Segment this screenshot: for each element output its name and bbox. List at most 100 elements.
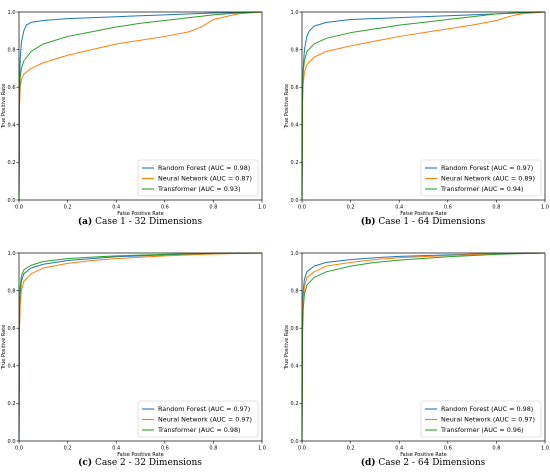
legend-entry: Transformer (AUC = 0.96) [440,426,524,434]
y-tick-label: 0.6 [291,326,299,332]
roc-panel-1: 0.0 0.2 0.4 0.6 0.8 1.0 0.0 0.2 0.4 0.6 0.8 1.0 Fals… [1,10,266,227]
y-tick-label: 0.0 [291,198,299,204]
roc-line-2 [301,252,546,442]
caption-label: (a) [78,216,92,227]
x-tick-label: 0.2 [347,205,355,211]
x-tick-label: 1.0 [541,446,549,452]
y-tick-label: 1.0 [291,251,299,257]
caption-label: (c) [78,457,92,468]
legend-entry: Neural Network (AUC = 0.97) [441,416,535,424]
y-tick-label: 0.2 [8,160,16,166]
y-tick-label: 1.0 [8,251,16,257]
roc-panel-2: 0.0 0.2 0.4 0.6 0.8 1.0 0.0 0.2 0.4 0.6 0.8 1.0 Fals… [284,10,549,227]
y-tick-label: 0.2 [8,401,16,407]
roc-line-3 [18,11,263,201]
legend-box [420,159,542,197]
caption-label: (b) [361,216,376,227]
roc-line-1 [18,11,263,201]
roc-line-2 [301,11,546,201]
legend-entry: Random Forest (AUC = 0.97) [441,164,533,172]
x-tick-label: 0.8 [492,205,500,211]
x-tick-label: 0.8 [209,205,217,211]
legend-entry: Random Forest (AUC = 0.98) [158,164,250,172]
y-tick-label: 0.0 [8,439,16,445]
x-tick-label: 1.0 [258,205,266,211]
x-tick-label: 0.4 [112,205,120,211]
y-axis-label: True Positive Rate [284,84,290,130]
x-tick-label: 0.0 [298,205,306,211]
x-tick-label: 0.8 [209,446,217,452]
panel-caption: (d) Case 2 - 64 Dimensions [361,457,486,468]
y-tick-label: 0.4 [8,364,16,370]
x-tick-label: 1.0 [541,205,549,211]
caption-text: Case 1 - 64 Dimensions [376,217,486,227]
roc-line-2 [18,11,263,201]
panel-caption: (a) Case 1 - 32 Dimensions [78,216,203,227]
roc-panel-4: 0.0 0.2 0.4 0.6 0.8 1.0 0.0 0.2 0.4 0.6 0.8 1.0 Fals… [284,251,549,468]
panel-caption: (c) Case 2 - 32 Dimensions [78,457,202,468]
y-tick-label: 0.2 [291,160,299,166]
x-tick-label: 0.2 [64,205,72,211]
x-axis-label: False Positive Rate [117,211,163,217]
y-axis-label: True Positive Rate [1,325,7,371]
roc-line-1 [301,252,546,442]
caption-text: Case 1 - 32 Dimensions [92,217,202,227]
y-tick-label: 0.8 [8,47,16,53]
plot-frame [18,11,263,201]
y-tick-label: 1.0 [8,10,16,16]
x-tick-label: 0.8 [492,446,500,452]
legend: Random Forest (AUC = 0.98) Neural Network… [137,159,259,197]
roc-panel-3: 0.0 0.2 0.4 0.6 0.8 1.0 0.0 0.2 0.4 0.6 0.8 1.0 Fals… [1,251,266,468]
y-tick-label: 0.6 [8,326,16,332]
caption-label: (d) [361,457,376,468]
x-tick-label: 0.6 [161,446,169,452]
plot-frame [301,252,546,442]
x-tick-label: 0.6 [444,205,452,211]
y-tick-label: 0.6 [8,85,16,91]
y-tick-label: 0.6 [291,85,299,91]
y-tick-label: 0.4 [291,123,299,129]
y-tick-label: 1.0 [291,10,299,16]
roc-line-2 [18,252,263,442]
roc-line-3 [301,11,546,201]
x-tick-label: 0.0 [15,205,23,211]
legend-entry: Neural Network (AUC = 0.89) [441,175,535,183]
roc-line-3 [18,252,263,442]
y-tick-label: 0.0 [291,439,299,445]
legend-entry: Neural Network (AUC = 0.87) [158,175,252,183]
x-tick-label: 0.6 [444,446,452,452]
x-axis-label: False Positive Rate [117,452,163,458]
x-tick-label: 0.4 [395,205,403,211]
x-tick-label: 1.0 [258,446,266,452]
x-tick-label: 0.6 [161,205,169,211]
y-tick-label: 0.0 [8,198,16,204]
legend-entry: Neural Network (AUC = 0.97) [158,416,252,424]
y-tick-label: 0.2 [291,401,299,407]
y-tick-label: 0.4 [291,364,299,370]
panel-caption: (b) Case 1 - 64 Dimensions [361,216,486,227]
caption-text: Case 2 - 32 Dimensions [92,458,202,468]
x-tick-label: 0.0 [15,446,23,452]
x-tick-label: 0.2 [347,446,355,452]
x-axis-label: False Positive Rate [400,211,446,217]
y-tick-label: 0.8 [291,47,299,53]
roc-line-3 [301,252,546,442]
x-tick-label: 0.2 [64,446,72,452]
legend-entry: Transformer (AUC = 0.94) [440,185,524,193]
legend: Random Forest (AUC = 0.98) Neural Network… [420,400,542,438]
x-tick-label: 0.0 [298,446,306,452]
x-tick-label: 0.4 [112,446,120,452]
y-axis-label: True Positive Rate [1,84,7,130]
x-axis-label: False Positive Rate [400,452,446,458]
caption-text: Case 2 - 64 Dimensions [376,458,486,468]
legend-box [420,400,542,438]
plot-frame [18,252,263,442]
y-tick-label: 0.8 [291,288,299,294]
legend-entry: Transformer (AUC = 0.98) [157,426,241,434]
plot-frame [301,11,546,201]
legend-entry: Transformer (AUC = 0.93) [157,185,241,193]
legend-entry: Random Forest (AUC = 0.98) [441,405,533,413]
legend: Random Forest (AUC = 0.97) Neural Network… [137,400,259,438]
x-tick-label: 0.4 [395,446,403,452]
